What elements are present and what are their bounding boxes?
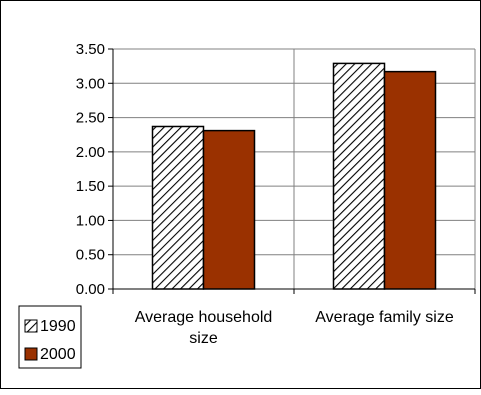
x-axis-category-labels: Average household size Average family size <box>135 309 454 347</box>
bar-1990-household <box>151 125 205 290</box>
y-tick-label: 0.00 <box>76 281 105 298</box>
bar-1990-family <box>332 62 386 290</box>
legend-swatch-2000 <box>24 347 38 361</box>
y-tick-label: 1.50 <box>76 178 105 195</box>
y-tick-label: 2.50 <box>76 110 105 127</box>
bar-2000-household <box>202 129 256 290</box>
legend-label-2000: 2000 <box>40 346 76 363</box>
y-tick-label: 2.00 <box>76 144 105 161</box>
legend-label-1990: 1990 <box>40 318 76 335</box>
y-axis-tick-labels: 0.00 0.50 1.00 1.50 2.00 2.50 3.00 3.50 <box>76 41 105 298</box>
x-category-label: Average family size <box>315 309 454 326</box>
y-tick-label: 3.50 <box>76 41 105 58</box>
bar-2000-family <box>383 70 437 290</box>
x-category-label: Average household <box>135 309 273 326</box>
legend-swatch-1990 <box>24 319 38 333</box>
axes <box>108 48 476 294</box>
bars <box>151 62 437 290</box>
legend: 1990 2000 <box>18 305 82 369</box>
y-tick-label: 3.00 <box>76 75 105 92</box>
x-category-label: size <box>189 330 218 347</box>
y-tick-label: 0.50 <box>76 247 105 264</box>
y-tick-label: 1.00 <box>76 212 105 229</box>
